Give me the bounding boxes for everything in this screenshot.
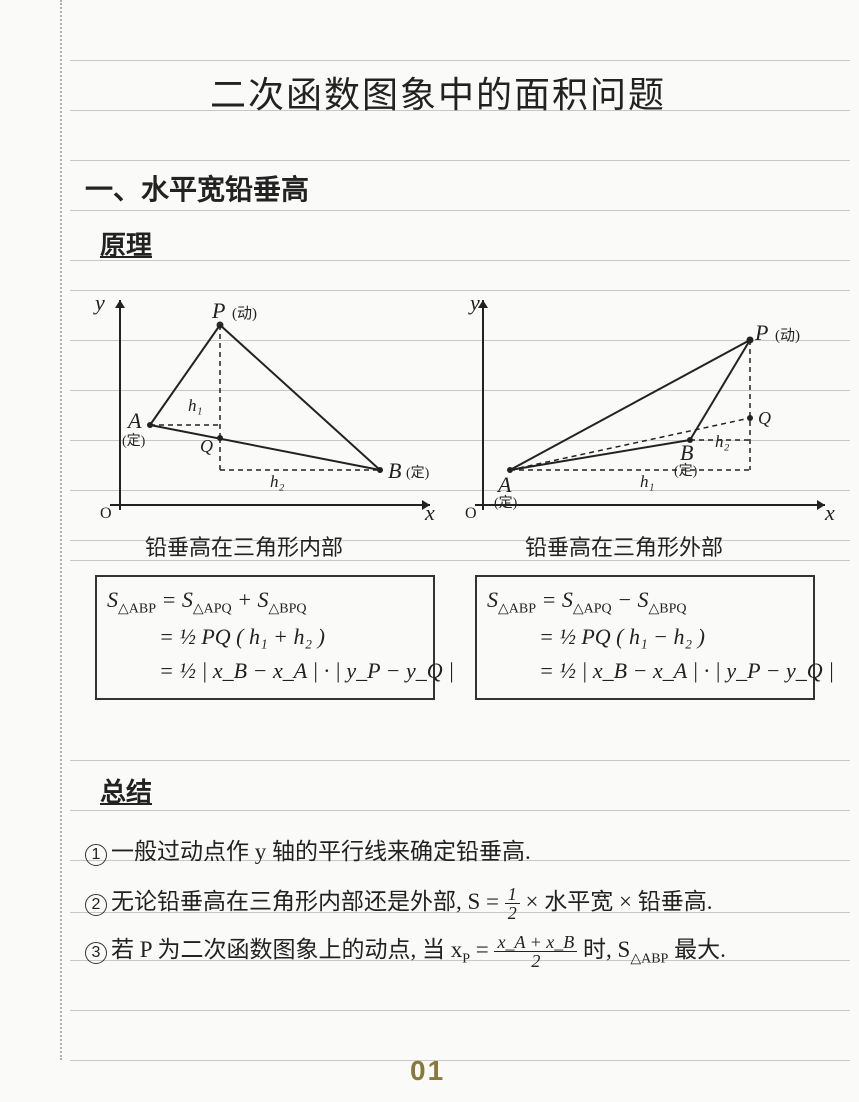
formula-right-2: = ½ PQ ( h₁ − h₂ ) — [487, 620, 803, 654]
ruled-line — [70, 810, 850, 811]
diag-right-x: x — [825, 500, 835, 526]
page-number: 01 — [410, 1055, 445, 1087]
summary-item-1: 1一般过动点作 y 轴的平行线来确定铅垂高. — [85, 832, 531, 866]
ruled-line — [70, 160, 850, 161]
diag-left-Q: Q — [200, 436, 213, 457]
ruled-line — [70, 760, 850, 761]
formula-left-2: = ½ PQ ( h₁ + h₂ ) — [107, 620, 423, 654]
diag-left-h1: h₁ — [188, 396, 202, 416]
diag-right-caption: 铅垂高在三角形外部 — [525, 530, 723, 562]
diag-right-Q: Q — [758, 408, 771, 429]
formula-left-3: = ½ | x_B − x_A | · | y_P − y_Q | — [107, 654, 423, 688]
formula-box-right: S△ABP = S△APQ − S△BPQ = ½ PQ ( h₁ − h₂ )… — [475, 575, 815, 700]
summary-item-3: 3若 P 为二次函数图象上的动点, 当 xP = x_A + x_B2 时, S… — [85, 930, 726, 970]
diag-left-P: P — [212, 298, 225, 324]
ruled-line — [70, 260, 850, 261]
diag-left-B: B — [388, 458, 401, 484]
section-1-sub: 原理 — [100, 225, 152, 262]
ruled-line — [70, 1060, 850, 1061]
diag-right-o: O — [465, 505, 477, 523]
ruled-line — [70, 210, 850, 211]
diag-right-y: y — [470, 290, 480, 316]
ruled-line — [70, 60, 850, 61]
diag-left-Bn: (定) — [406, 462, 429, 482]
diag-right-Bn: (定) — [674, 460, 697, 480]
summary-item-2: 2无论铅垂高在三角形内部还是外部, S = 12 × 水平宽 × 铅垂高. — [85, 882, 712, 922]
ruled-line — [70, 1010, 850, 1011]
diag-left-h2: h₂ — [270, 472, 284, 492]
diag-right-h2: h₂ — [715, 432, 729, 452]
diag-right-P: P — [755, 320, 768, 346]
diag-left-o: O — [100, 505, 112, 523]
formula-right-1: S△ABP = S△APQ − S△BPQ — [487, 583, 803, 620]
formula-left-1: S△ABP = S△APQ + S△BPQ — [107, 583, 423, 620]
diag-left-caption: 铅垂高在三角形内部 — [145, 530, 343, 562]
formula-right-3: = ½ | x_B − x_A | · | y_P − y_Q | — [487, 654, 803, 688]
summary-heading: 总结 — [100, 772, 152, 809]
formula-box-left: S△ABP = S△APQ + S△BPQ = ½ PQ ( h₁ + h₂ )… — [95, 575, 435, 700]
page-title: 二次函数图象中的面积问题 — [210, 66, 666, 118]
diag-right-An: (定) — [494, 492, 517, 512]
left-margin-dots — [60, 0, 62, 1060]
diag-left-Pn: (动) — [232, 302, 257, 323]
diag-left-x: x — [425, 500, 435, 526]
diag-left-An: (定) — [122, 430, 145, 450]
diag-right-Pn: (动) — [775, 324, 800, 345]
diag-left-y: y — [95, 290, 105, 316]
section-1-heading: 一、水平宽铅垂高 — [85, 168, 309, 208]
diag-right-h1: h₁ — [640, 472, 654, 492]
